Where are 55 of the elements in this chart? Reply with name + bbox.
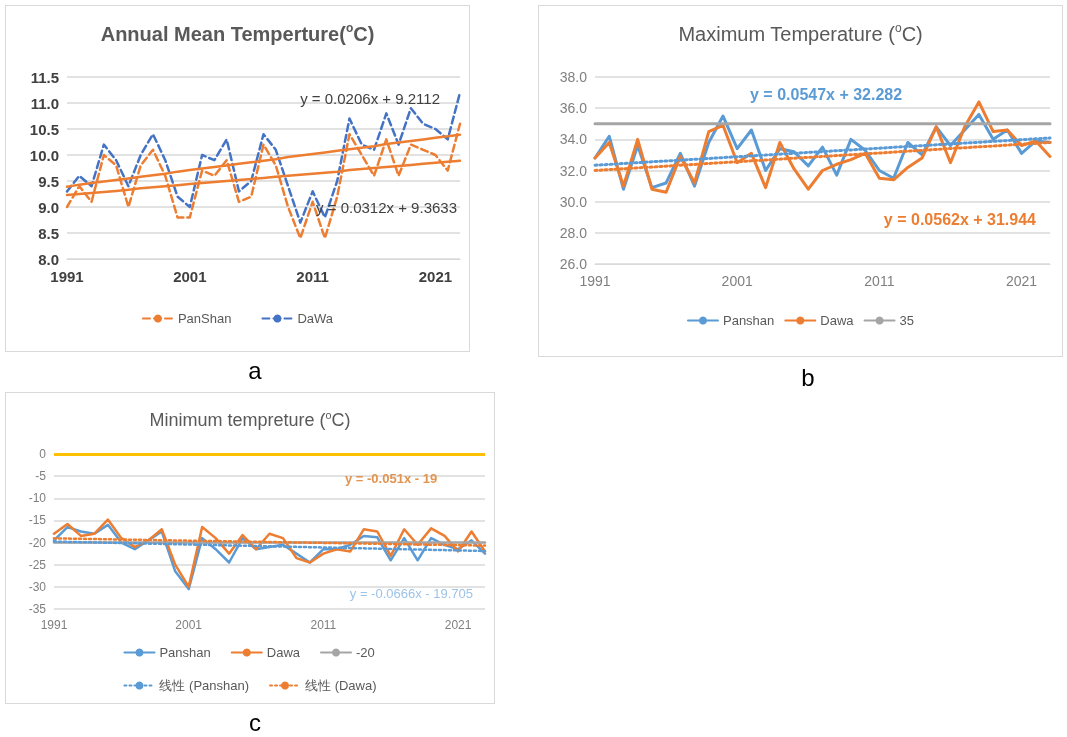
y-tick-label: -10 [28, 491, 47, 506]
x-tick-label: 1991 [40, 618, 68, 632]
annotation: y = -0.051x - 19 [345, 470, 438, 486]
x-tick-label: 1991 [579, 273, 611, 289]
y-tick-label: 32.0 [559, 162, 588, 179]
y-tick-label: 11.0 [30, 94, 59, 112]
y-tick-label: 9.0 [38, 198, 59, 216]
x-tick-label: 2011 [864, 273, 895, 289]
annotation: y = 0.0562x + 31.944 [883, 210, 1037, 228]
x-tick-label: 2021 [444, 618, 472, 632]
text: a [248, 356, 263, 384]
x-tick-label: 1991 [50, 268, 84, 285]
y-tick-label: 10.0 [29, 146, 59, 164]
annotation: y = 0.0547x + 32.282 [750, 85, 903, 103]
y-tick-label: 30.0 [559, 193, 588, 210]
y-tick-label: -15 [28, 513, 47, 528]
x-tick-label: 2011 [296, 268, 329, 285]
y-tick-label: 38.0 [559, 69, 588, 85]
y-tick-label: 10.5 [29, 120, 59, 138]
x-tick-label: 2001 [173, 268, 207, 285]
y-tick-label: -5 [35, 469, 47, 484]
x-tick-label: 2011 [310, 618, 337, 632]
legend-label: Panshan [722, 313, 775, 328]
legend-label: 线性 (Dawa) [305, 678, 377, 693]
legend-label: Panshan [159, 645, 211, 660]
y-tick-label: 11.5 [30, 68, 59, 86]
x-tick-label: 2021 [418, 268, 453, 285]
legend-label: -20 [356, 645, 375, 660]
legend-label: Dawa [266, 645, 301, 660]
line-series [65, 91, 462, 224]
annotation: y = 0.0206x + 9.2112 [300, 89, 440, 107]
y-tick-label: 8.0 [38, 250, 59, 268]
text: c [249, 708, 261, 736]
y-tick-label: 36.0 [559, 100, 588, 117]
x-tick-label: 2001 [175, 618, 203, 632]
y-tick-label: 9.5 [38, 172, 59, 190]
line-series [65, 122, 462, 240]
legend-label: DaWa [297, 311, 334, 326]
y-tick-label: 34.0 [559, 131, 588, 148]
text: b [801, 363, 815, 391]
legend-label: PanShan [177, 311, 232, 326]
annotation: y = -0.0666x - 19.705 [349, 585, 473, 601]
legend-label: 线性 (Panshan) [159, 678, 250, 693]
legend-label: 35 [899, 313, 915, 328]
y-tick-label: -20 [28, 535, 47, 550]
y-tick-label: -30 [28, 579, 47, 594]
y-tick-label: 28.0 [559, 224, 588, 241]
y-tick-label: 26.0 [559, 256, 588, 272]
y-tick-label: 8.5 [38, 224, 59, 242]
y-tick-label: 0 [39, 447, 47, 461]
y-tick-label: -35 [28, 602, 47, 616]
y-tick-label: -25 [28, 557, 47, 572]
x-tick-label: 2001 [721, 273, 753, 289]
legend-label: Dawa [820, 313, 855, 328]
x-tick-label: 2021 [1005, 273, 1038, 289]
